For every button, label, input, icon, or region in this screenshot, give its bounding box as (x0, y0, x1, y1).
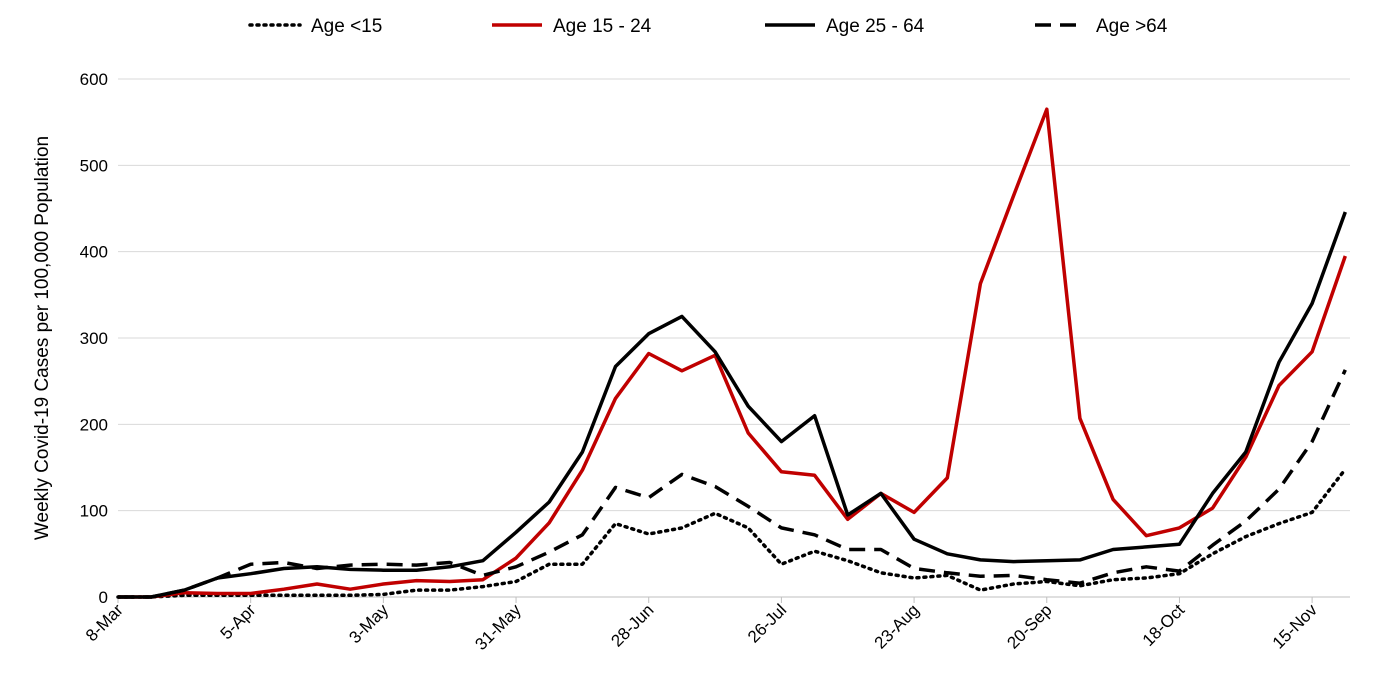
x-tick-label: 3-May (345, 600, 392, 647)
x-tick-label: 18-Oct (1139, 600, 1189, 650)
series-line (118, 369, 1347, 599)
y-tick-label: 500 (80, 156, 108, 175)
x-tick-label: 31-May (471, 600, 525, 654)
x-tick-label: 23-Aug (871, 600, 923, 652)
x-tick-label: 20-Sep (1003, 600, 1055, 652)
y-axis-label: Weekly Covid-19 Cases per 100,000 Popula… (32, 136, 53, 540)
y-tick-label: 600 (80, 70, 108, 89)
series-line (116, 467, 1348, 599)
series-line (118, 211, 1347, 599)
y-tick-label: 300 (80, 329, 108, 348)
legend-label: Age >64 (1096, 16, 1168, 37)
y-tick-label: 200 (80, 415, 108, 434)
legend-label: Age <15 (311, 16, 382, 37)
x-tick-label: 5-Apr (217, 600, 260, 643)
series-line (118, 107, 1347, 599)
legend-label: Age 15 - 24 (553, 16, 652, 37)
y-tick-label: 400 (80, 243, 108, 262)
x-tick-label: 26-Jul (744, 600, 790, 646)
legend-label: Age 25 - 64 (826, 16, 925, 37)
y-tick-label: 0 (99, 588, 108, 607)
y-tick-label: 100 (80, 502, 108, 521)
x-tick-label: 28-Jun (607, 600, 657, 650)
x-tick-label: 15-Nov (1269, 600, 1322, 653)
